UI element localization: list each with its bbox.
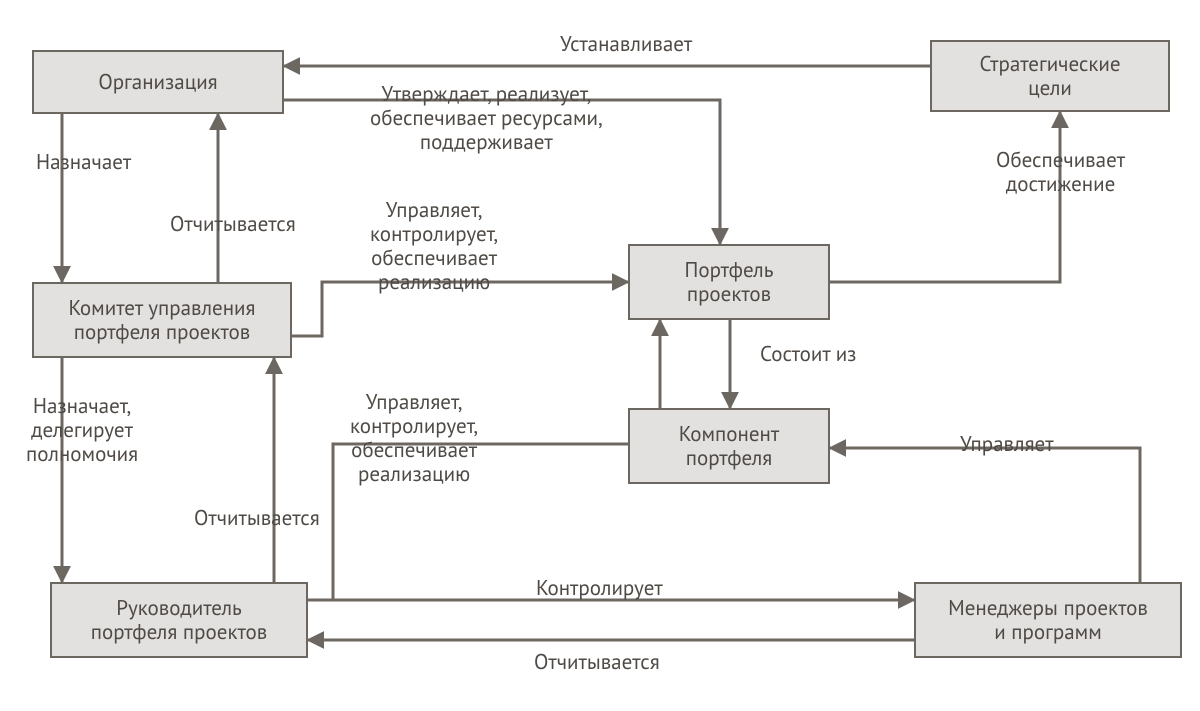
edge-label-e_portfolio_goals: Обеспечивает достижение	[996, 148, 1125, 196]
node-label: Комитет управления портфеля проектов	[68, 296, 255, 344]
edge-label-e_head_managers: Контролирует	[536, 576, 663, 600]
node-committee: Комитет управления портфеля проектов	[32, 282, 292, 358]
edge-label-e_goals_org: Устанавливает	[560, 32, 692, 56]
edge-label-e_committee_head: Назначает, делегирует полномочия	[26, 394, 138, 466]
node-label: Организация	[98, 70, 217, 94]
edge-label-e_head_committee: Отчитывается	[194, 506, 320, 530]
edge-label-e_managers_head: Отчитывается	[534, 650, 660, 674]
edge-label-e_head_portfolio: Управляет, контролирует, обеспечивает ре…	[350, 390, 478, 487]
edge-label-e_org_committee: Назначает	[36, 150, 131, 174]
node-goals: Стратегические цели	[930, 40, 1170, 112]
edge-label-e_committee_portfolio: Управляет, контролирует, обеспечивает ре…	[370, 198, 498, 295]
edge-label-e_committee_org: Отчитывается	[170, 212, 296, 236]
node-label: Менеджеры проектов и программ	[948, 596, 1148, 644]
node-label: Портфель проектов	[685, 258, 774, 306]
diagram-canvas: Организация Стратегические цели Комитет уп…	[0, 0, 1200, 711]
edge-e_managers_component	[830, 448, 1140, 582]
node-label: Компонент портфеля	[679, 422, 779, 470]
edge-label-e_org_goals: Утверждает, реализует, обеспечивает ресу…	[370, 82, 603, 154]
node-label: Стратегические цели	[979, 52, 1120, 100]
edge-e_portfolio_goals	[830, 112, 1060, 282]
node-component: Компонент портфеля	[628, 408, 830, 484]
node-managers: Менеджеры проектов и программ	[914, 582, 1182, 658]
edge-label-e_managers_component: Управляет	[960, 432, 1054, 456]
node-org: Организация	[32, 50, 284, 114]
edge-label-e_portfolio_component: Состоит из	[760, 342, 856, 366]
node-portfolio: Портфель проектов	[628, 244, 830, 320]
node-label: Руководитель портфеля проектов	[91, 596, 267, 644]
node-head: Руководитель портфеля проектов	[50, 582, 308, 658]
